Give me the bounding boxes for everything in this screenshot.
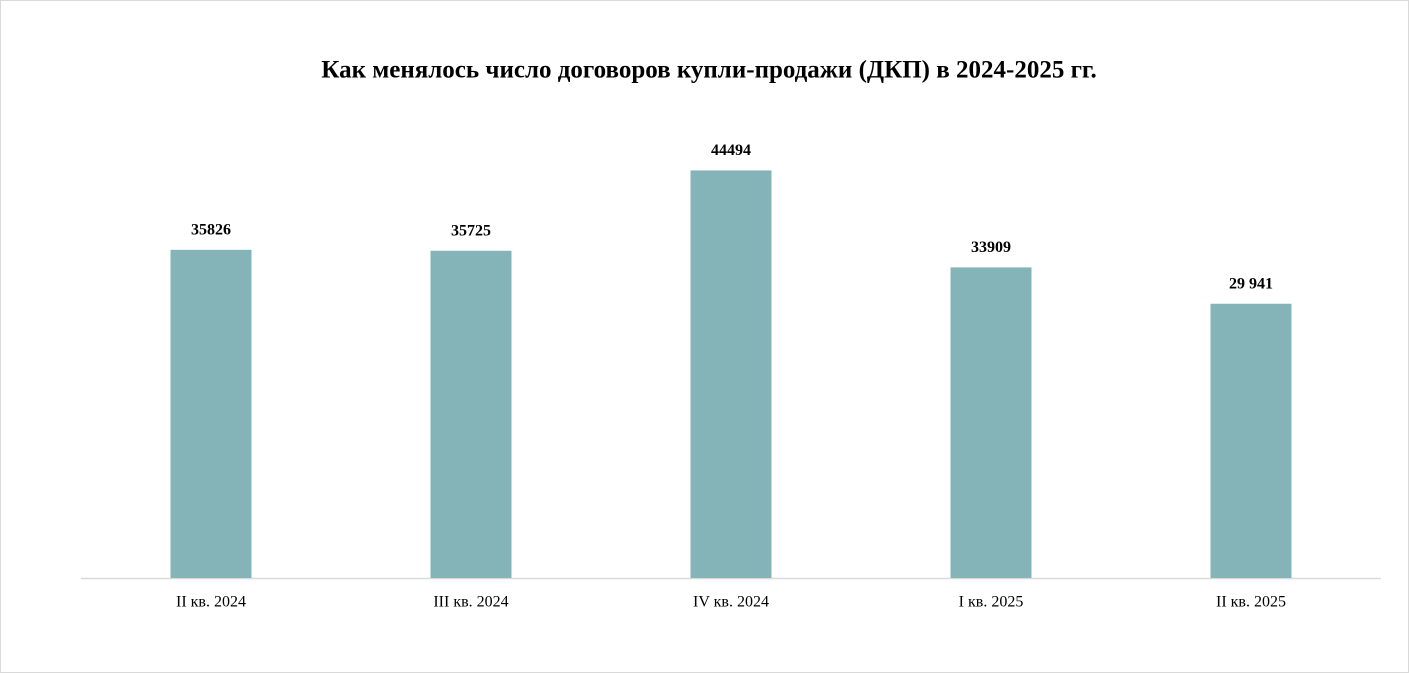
data-label: 29 941 xyxy=(1229,275,1273,292)
x-tick-label: II кв. 2024 xyxy=(176,594,246,611)
bar xyxy=(950,267,1032,578)
x-tick-label: I кв. 2025 xyxy=(959,594,1024,611)
data-label: 33909 xyxy=(971,239,1011,256)
bar xyxy=(1210,303,1292,578)
bar xyxy=(430,250,512,578)
chart-title: Как менялось число договоров купли-прода… xyxy=(321,57,1096,84)
x-tick-label: III кв. 2024 xyxy=(433,594,508,611)
x-tick-label: IV кв. 2024 xyxy=(693,594,769,611)
data-label: 44494 xyxy=(711,142,751,159)
data-label: 35725 xyxy=(451,222,491,239)
bar xyxy=(170,249,252,578)
x-tick-label: II кв. 2025 xyxy=(1216,594,1286,611)
data-label: 35826 xyxy=(191,222,231,239)
bar xyxy=(690,170,772,578)
